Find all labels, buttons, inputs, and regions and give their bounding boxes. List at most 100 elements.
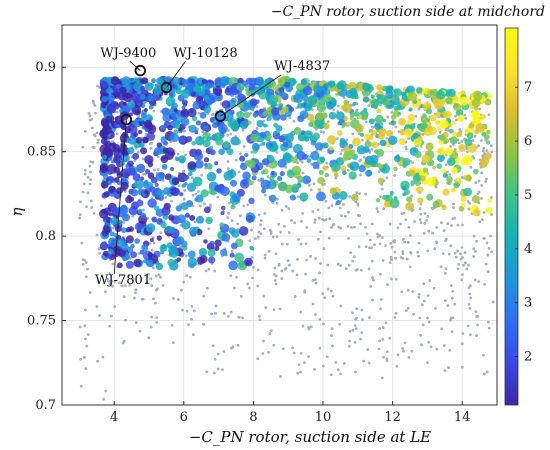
- y-tick-label: 0.75: [27, 314, 56, 329]
- background-point: [441, 252, 445, 255]
- background-point: [474, 181, 478, 185]
- colored-point: [203, 239, 208, 244]
- background-point: [457, 141, 461, 145]
- background-point: [271, 235, 275, 239]
- colored-point: [100, 137, 108, 145]
- colored-point: [329, 145, 334, 151]
- colored-point: [370, 100, 376, 105]
- colored-point: [147, 161, 154, 168]
- colored-point: [426, 104, 432, 110]
- background-point: [376, 210, 380, 213]
- background-point: [349, 251, 353, 255]
- colored-point: [426, 118, 430, 122]
- colored-point: [269, 175, 275, 181]
- colored-point: [169, 92, 174, 97]
- background-point: [452, 206, 455, 209]
- background-point: [321, 364, 325, 368]
- background-point: [191, 193, 195, 197]
- colored-point: [370, 94, 375, 99]
- colored-point: [374, 149, 379, 154]
- background-point: [293, 221, 297, 225]
- colored-point: [236, 110, 245, 119]
- colored-point: [144, 108, 148, 112]
- colored-point: [234, 138, 241, 146]
- background-point: [258, 318, 262, 322]
- background-point: [248, 239, 252, 243]
- colored-point: [363, 133, 371, 140]
- background-point: [394, 311, 398, 315]
- background-point: [84, 261, 88, 264]
- background-point: [273, 279, 277, 282]
- colored-point: [351, 193, 359, 202]
- colored-point: [205, 216, 213, 225]
- background-point: [482, 353, 485, 357]
- background-point: [382, 207, 386, 210]
- colored-point: [222, 141, 230, 149]
- colored-point: [297, 102, 304, 109]
- colored-point: [436, 126, 441, 131]
- background-point: [381, 326, 385, 329]
- background-point: [137, 114, 140, 118]
- background-point: [450, 296, 454, 300]
- background-point: [207, 227, 211, 231]
- background-point: [91, 99, 95, 103]
- colored-point: [242, 171, 251, 180]
- background-point: [259, 223, 262, 227]
- colored-point: [140, 120, 145, 125]
- background-point: [384, 321, 388, 325]
- colored-point: [277, 181, 288, 192]
- background-point: [393, 173, 396, 177]
- background-point: [113, 279, 117, 283]
- background-point: [314, 313, 317, 316]
- background-point: [284, 204, 288, 208]
- colored-point: [398, 117, 406, 126]
- colored-point: [393, 88, 402, 97]
- colored-point: [375, 114, 384, 123]
- colored-point: [314, 119, 323, 128]
- x-tick-label: 8: [249, 410, 257, 425]
- colorbar-title: −C_PN rotor, suction side at midchord: [271, 4, 545, 20]
- background-point: [401, 250, 405, 253]
- background-point: [487, 113, 491, 117]
- background-point: [267, 350, 270, 354]
- background-point: [196, 127, 199, 131]
- colored-point: [278, 87, 285, 94]
- colored-point: [410, 180, 416, 186]
- colored-point: [204, 82, 212, 90]
- background-point: [357, 213, 360, 217]
- background-point: [256, 268, 260, 272]
- background-point: [280, 269, 284, 273]
- background-point: [266, 175, 270, 178]
- colored-point: [348, 171, 357, 180]
- background-point: [344, 267, 348, 271]
- background-point: [83, 129, 87, 133]
- background-point: [475, 239, 478, 243]
- colored-point: [141, 244, 149, 252]
- background-point: [102, 397, 106, 401]
- background-point: [190, 317, 193, 321]
- colored-point: [169, 133, 179, 143]
- colored-point: [351, 153, 358, 161]
- colored-point: [324, 172, 330, 178]
- colored-point: [180, 108, 189, 117]
- colored-point: [306, 158, 312, 164]
- background-point: [233, 286, 236, 290]
- background-point: [458, 128, 462, 131]
- colored-point: [261, 170, 266, 175]
- background-point: [313, 221, 317, 224]
- background-point: [134, 291, 137, 295]
- colored-point: [203, 124, 209, 131]
- background-point: [348, 329, 352, 333]
- colored-point: [173, 108, 178, 113]
- colored-point: [144, 190, 148, 194]
- background-point: [79, 200, 82, 204]
- background-point: [110, 280, 114, 283]
- colored-point: [224, 111, 234, 122]
- colored-point: [426, 177, 436, 187]
- background-point: [335, 137, 339, 141]
- background-point: [279, 230, 283, 234]
- background-point: [182, 280, 186, 284]
- colored-point: [101, 208, 107, 214]
- background-point: [269, 230, 273, 234]
- colored-point: [293, 127, 302, 135]
